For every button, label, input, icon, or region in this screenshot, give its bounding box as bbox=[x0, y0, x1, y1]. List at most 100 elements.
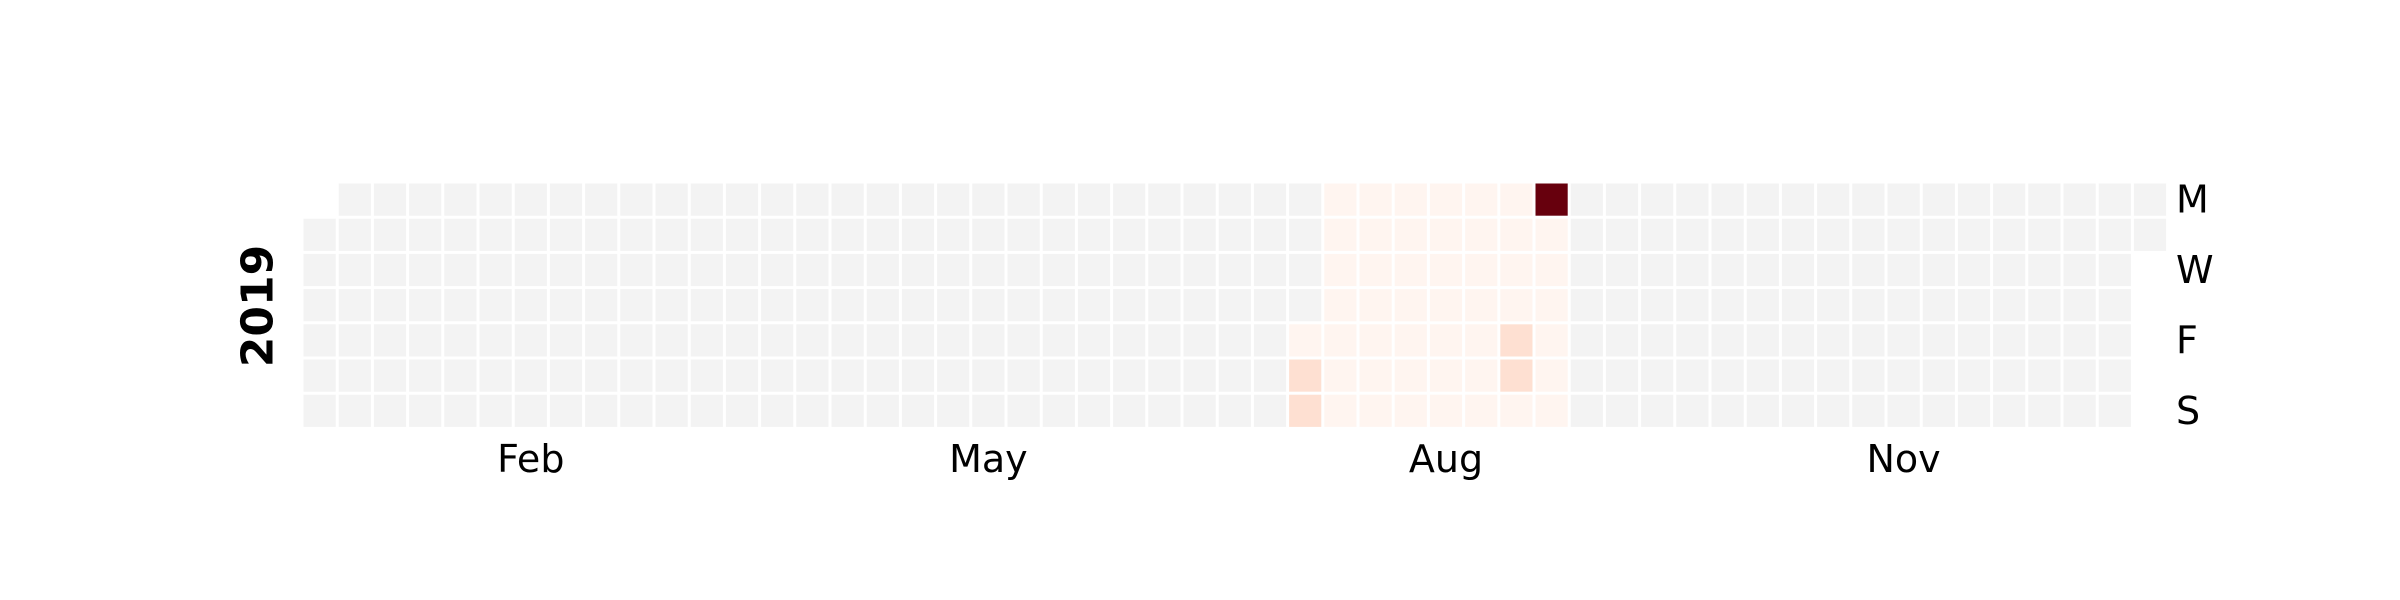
heatmap-cell bbox=[1887, 394, 1920, 427]
heatmap-cell bbox=[761, 183, 794, 216]
heatmap-cell bbox=[937, 394, 970, 427]
heatmap-cell bbox=[1359, 253, 1392, 287]
heatmap-cell bbox=[901, 394, 935, 427]
heatmap-cell bbox=[1676, 394, 1709, 427]
heatmap-cell bbox=[901, 183, 935, 216]
heatmap-cell bbox=[1148, 394, 1181, 427]
heatmap-cell bbox=[866, 324, 899, 357]
heatmap-cell bbox=[1007, 289, 1040, 322]
heatmap-cell bbox=[831, 359, 864, 392]
day-label: F bbox=[2176, 318, 2198, 362]
heatmap-cell bbox=[1535, 324, 1568, 357]
heatmap-cell bbox=[1289, 253, 1322, 287]
heatmap-cell bbox=[655, 359, 688, 392]
heatmap-cell bbox=[1429, 324, 1463, 357]
heatmap-cell bbox=[1957, 218, 1991, 251]
heatmap-cell bbox=[937, 324, 970, 357]
heatmap-cell bbox=[1500, 289, 1533, 322]
heatmap-cell bbox=[444, 324, 477, 357]
heatmap-cell bbox=[796, 253, 829, 287]
heatmap-cell bbox=[725, 218, 759, 251]
heatmap-cell bbox=[1289, 289, 1322, 322]
heatmap-cell bbox=[1183, 394, 1216, 427]
heatmap-cell bbox=[1394, 253, 1427, 287]
heatmap-cell bbox=[620, 359, 653, 392]
heatmap-cell bbox=[901, 289, 935, 322]
heatmap-cell bbox=[1746, 183, 1779, 216]
month-label: Feb bbox=[497, 437, 564, 481]
heatmap-cell bbox=[1465, 324, 1498, 357]
heatmap-cell bbox=[1852, 359, 1885, 392]
heatmap-cell bbox=[1500, 218, 1533, 251]
heatmap-cell bbox=[620, 183, 653, 216]
heatmap-cell bbox=[2063, 218, 2096, 251]
heatmap-cell bbox=[1535, 218, 1568, 251]
heatmap-cell bbox=[2133, 218, 2167, 251]
heatmap-cell bbox=[303, 324, 336, 357]
heatmap-cell bbox=[1641, 324, 1674, 357]
heatmap-cell bbox=[1113, 394, 1146, 427]
heatmap-cell bbox=[1887, 289, 1920, 322]
heatmap-cell bbox=[1641, 394, 1674, 427]
heatmap-cell bbox=[1781, 218, 1815, 251]
heatmap-cell bbox=[514, 289, 547, 322]
heatmap-cell bbox=[1500, 324, 1533, 357]
heatmap-cell bbox=[972, 324, 1005, 357]
heatmap-cell bbox=[1042, 289, 1075, 322]
heatmap-cell bbox=[1500, 359, 1533, 392]
heatmap-cell bbox=[1817, 359, 1850, 392]
heatmap-cell bbox=[1535, 253, 1568, 287]
heatmap-cell bbox=[1887, 183, 1920, 216]
heatmap-cell bbox=[1922, 289, 1955, 322]
heatmap-cell bbox=[1500, 183, 1533, 216]
heatmap-cell bbox=[1957, 183, 1991, 216]
heatmap-cell bbox=[761, 359, 794, 392]
heatmap-cell bbox=[690, 218, 723, 251]
heatmap-cell bbox=[2028, 183, 2061, 216]
heatmap-cell bbox=[1324, 324, 1357, 357]
heatmap-cell bbox=[1817, 289, 1850, 322]
heatmap-cell bbox=[1817, 324, 1850, 357]
heatmap-cell bbox=[620, 289, 653, 322]
heatmap-cell bbox=[2098, 359, 2131, 392]
heatmap-cell bbox=[1324, 394, 1357, 427]
year-label: 2019 bbox=[233, 245, 284, 367]
heatmap-cell bbox=[831, 253, 864, 287]
heatmap-cell bbox=[1676, 324, 1709, 357]
heatmap-cell bbox=[444, 218, 477, 251]
heatmap-cell bbox=[585, 218, 618, 251]
heatmap-cell bbox=[831, 289, 864, 322]
heatmap-cell bbox=[479, 218, 512, 251]
heatmap-cell bbox=[2028, 324, 2061, 357]
heatmap-cell bbox=[1429, 253, 1463, 287]
heatmap-cell bbox=[1817, 253, 1850, 287]
heatmap-cell bbox=[1324, 253, 1357, 287]
heatmap-cell bbox=[1359, 218, 1392, 251]
heatmap-cell bbox=[303, 394, 336, 427]
heatmap-cell bbox=[725, 253, 759, 287]
heatmap-cell bbox=[479, 394, 512, 427]
heatmap-cell bbox=[479, 324, 512, 357]
heatmap-cell bbox=[1394, 359, 1427, 392]
heatmap-cell bbox=[1324, 289, 1357, 322]
heatmap-cell bbox=[1781, 324, 1815, 357]
heatmap-cell bbox=[725, 324, 759, 357]
heatmap-cell bbox=[1641, 218, 1674, 251]
heatmap-cell bbox=[1042, 183, 1075, 216]
heatmap-cell bbox=[1993, 359, 2026, 392]
heatmap-cell bbox=[1922, 324, 1955, 357]
heatmap-cell bbox=[409, 253, 442, 287]
heatmap-cell bbox=[620, 218, 653, 251]
heatmap-cell bbox=[1605, 324, 1639, 357]
heatmap-cell bbox=[866, 289, 899, 322]
heatmap-cell bbox=[1711, 359, 1744, 392]
heatmap-cell bbox=[690, 183, 723, 216]
heatmap-cell bbox=[1183, 289, 1216, 322]
heatmap-cell bbox=[1077, 324, 1111, 357]
heatmap-cell bbox=[866, 394, 899, 427]
heatmap-cell bbox=[1113, 183, 1146, 216]
heatmap-cell bbox=[1077, 218, 1111, 251]
heatmap-cell bbox=[1852, 218, 1885, 251]
